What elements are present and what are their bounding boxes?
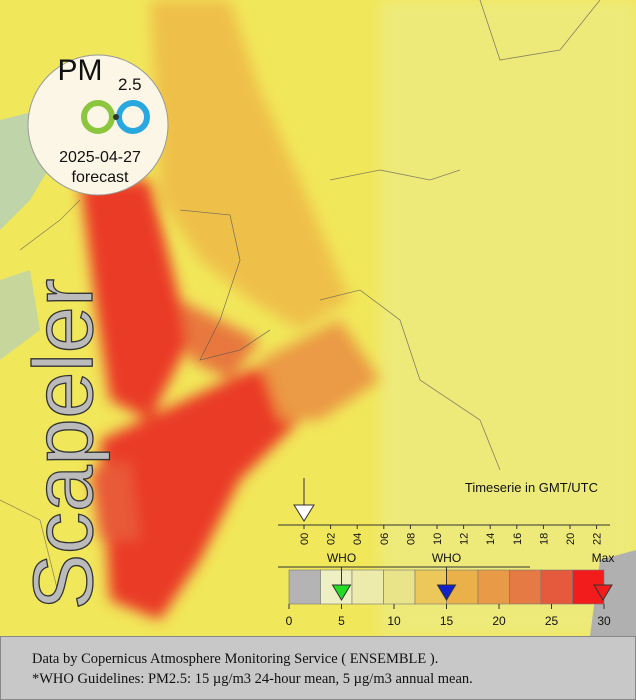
scale-label: 0 <box>286 614 293 628</box>
legend: Timeserie in GMT/UTC Max 00 02 04 06 08 10 12 1… <box>278 478 614 628</box>
badge-subscript: 2.5 <box>118 75 142 94</box>
color-bin <box>509 569 542 605</box>
who-label: WHO <box>327 551 356 565</box>
who-marker <box>436 584 457 601</box>
brand: Scapeler <box>16 278 110 610</box>
logo-ring <box>81 100 115 134</box>
hour-label: 10 <box>432 533 444 545</box>
badge: PM 2.5 2025-04-27 forecast <box>27 54 169 196</box>
scale-label: 20 <box>492 614 506 628</box>
max-label: Max <box>592 551 615 565</box>
color-bin <box>383 569 416 605</box>
footer-line: *WHO Guidelines: PM2.5: 15 µg/m3 24-hour… <box>32 671 473 687</box>
pollution-plume <box>80 0 380 620</box>
badge-label: forecast <box>72 169 129 186</box>
hour-label: 02 <box>326 533 338 545</box>
hour-label: 22 <box>592 533 604 545</box>
who-marker <box>331 584 352 601</box>
hour-label: 14 <box>485 533 497 545</box>
timeline-title: Timeserie in GMT/UTC <box>465 480 598 495</box>
hour-label: 16 <box>512 533 524 545</box>
badge-title: PM <box>58 54 103 87</box>
scale-label: 15 <box>440 614 454 628</box>
time-pointer-head <box>293 504 315 522</box>
logo-dot <box>113 114 119 120</box>
hour-label: 06 <box>379 533 391 545</box>
badge-date: 2025-04-27 <box>59 149 141 166</box>
footer: Data by Copernicus Atmosphere Monitoring… <box>0 636 636 700</box>
hour-label: 04 <box>352 533 364 545</box>
hour-label: 00 <box>299 533 311 545</box>
scale-label: 30 <box>597 614 611 628</box>
hour-label: 18 <box>538 533 550 545</box>
hour-label: 12 <box>459 533 471 545</box>
who-label: WHO <box>432 551 461 565</box>
color-bin <box>288 569 321 605</box>
color-bin <box>540 569 573 605</box>
max-marker <box>593 584 613 601</box>
scale-label: 25 <box>545 614 559 628</box>
hour-label: 20 <box>565 533 577 545</box>
hour-label: 08 <box>405 533 417 545</box>
footer-line: Data by Copernicus Atmosphere Monitoring… <box>32 651 438 667</box>
scale-label: 10 <box>387 614 401 628</box>
color-bin <box>477 569 510 605</box>
map <box>0 0 636 636</box>
scale-label: 5 <box>338 614 345 628</box>
color-bin <box>351 569 384 605</box>
